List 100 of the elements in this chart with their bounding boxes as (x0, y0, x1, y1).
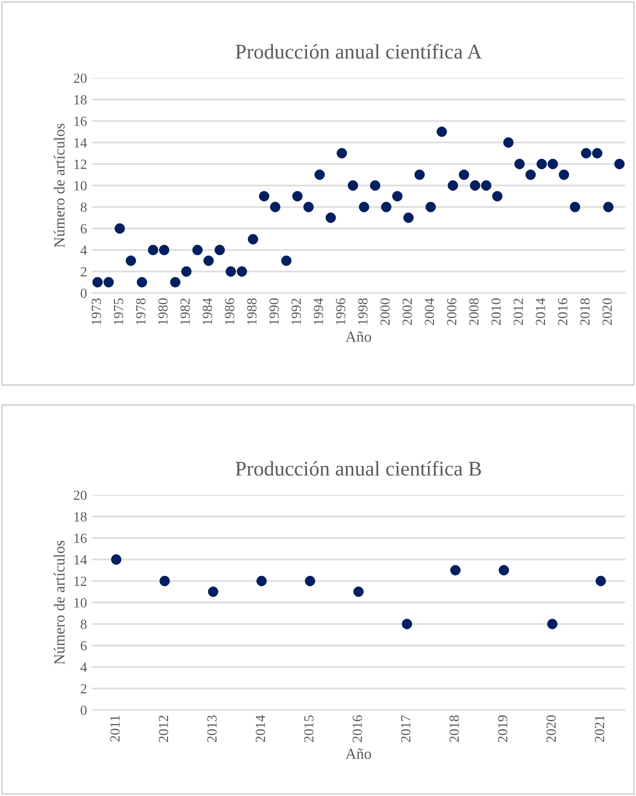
x-tick-label: 2016 (352, 715, 362, 742)
point (592, 148, 602, 158)
y-tick-label: 20 (74, 74, 87, 83)
point (314, 170, 325, 180)
x-tick-label: 1992 (292, 298, 301, 324)
point (596, 576, 606, 586)
y-axis-title: Número de artículos (54, 540, 65, 664)
y-tick-label: 2 (80, 267, 86, 276)
y-tick-label: 4 (80, 662, 87, 672)
point (436, 126, 447, 137)
x-tick-label: 1990 (269, 298, 279, 324)
x-tick-label: 2018 (450, 715, 459, 742)
x-tick-label: 1980 (158, 298, 168, 324)
point (403, 212, 414, 223)
point (111, 554, 122, 565)
point (370, 180, 380, 191)
point (525, 170, 536, 180)
point (425, 202, 436, 212)
point (208, 586, 218, 597)
point (192, 244, 203, 256)
x-tick-label: 2021 (594, 716, 604, 742)
y-tick-label: 6 (80, 641, 87, 650)
point (92, 277, 103, 288)
point (514, 158, 525, 170)
y-tick-label: 14 (74, 555, 87, 564)
x-axis-title: Año (345, 332, 372, 342)
point (481, 180, 492, 191)
point (458, 170, 470, 180)
point (258, 191, 270, 202)
x-tick-label: 2014 (536, 298, 546, 326)
point (270, 202, 280, 212)
point (381, 202, 392, 212)
y-tick-label: 4 (80, 246, 87, 255)
x-tick-label: 2010 (491, 298, 501, 326)
x-tick-label: 2006 (446, 298, 456, 326)
point (336, 148, 348, 158)
x-tick-label: 2020 (546, 715, 556, 742)
point (580, 148, 592, 158)
x-tick-label: 2019 (498, 715, 508, 742)
point (170, 277, 180, 288)
x-axis-title: Año (345, 748, 372, 759)
point (126, 256, 136, 266)
x-tick-label: 1988 (247, 298, 256, 324)
x-tick-label: 2015 (304, 715, 314, 742)
x-tick-label: 1982 (180, 298, 190, 324)
x-tick-label: 2004 (424, 298, 434, 326)
point (450, 565, 461, 576)
point (103, 277, 114, 288)
point (470, 180, 480, 191)
y-tick-label: 0 (80, 706, 87, 715)
x-tick-label: 1998 (358, 298, 368, 324)
point (358, 202, 370, 212)
point (236, 266, 248, 277)
y-tick-label: 10 (74, 181, 87, 190)
x-tick-label: 1984 (202, 298, 212, 324)
point (248, 234, 258, 244)
x-tick-label: 2018 (580, 298, 590, 326)
point (292, 191, 303, 202)
chart-title: Producción anual científica B (236, 460, 481, 476)
point (558, 170, 570, 180)
x-tick-label: 2011 (110, 716, 120, 742)
x-tick-label: 1994 (314, 298, 324, 324)
point (256, 576, 267, 586)
point (226, 266, 236, 277)
x-tick-label: 1996 (336, 298, 346, 324)
x-tick-label: 1986 (224, 298, 234, 324)
x-tick-label: 2012 (514, 298, 523, 326)
y-tick-label: 2 (80, 684, 86, 694)
point (114, 223, 125, 234)
y-tick-label: 18 (74, 512, 87, 522)
x-tick-label: 2008 (469, 298, 479, 326)
x-tick-label: 2016 (558, 298, 568, 326)
point (536, 158, 547, 170)
point (503, 137, 514, 148)
y-tick-label: 18 (74, 95, 87, 104)
point (203, 256, 214, 266)
y-tick-label: 16 (74, 116, 87, 126)
y-tick-label: 6 (80, 224, 87, 234)
point (158, 244, 170, 256)
point (498, 565, 510, 576)
point (348, 180, 358, 191)
point (392, 191, 403, 202)
x-tick-label: 2012 (158, 716, 168, 742)
x-tick-label: 1975 (114, 298, 124, 324)
point (614, 158, 625, 170)
point (402, 618, 412, 630)
x-tick-label: 1978 (136, 298, 146, 324)
x-tick-label: 2020 (602, 298, 612, 326)
x-tick-label: 2017 (401, 715, 410, 742)
y-tick-label: 0 (80, 288, 87, 298)
y-tick-label: 8 (80, 620, 87, 629)
point (353, 586, 364, 597)
x-tick-label: 1973 (92, 298, 102, 324)
y-tick-label: 8 (80, 202, 87, 212)
point (303, 202, 314, 212)
point (181, 266, 192, 277)
y-tick-label: 10 (74, 598, 87, 608)
point (547, 618, 558, 630)
point (136, 277, 148, 288)
y-tick-label: 20 (74, 490, 87, 500)
